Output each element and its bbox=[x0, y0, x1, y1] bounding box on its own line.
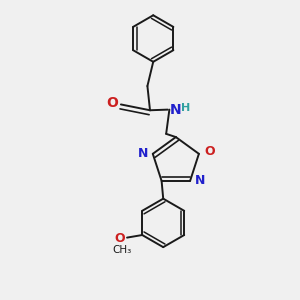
Text: N: N bbox=[195, 174, 205, 187]
Text: CH₃: CH₃ bbox=[112, 245, 131, 255]
Text: N: N bbox=[138, 147, 148, 160]
Text: O: O bbox=[115, 232, 125, 245]
Text: N: N bbox=[169, 103, 181, 117]
Text: O: O bbox=[204, 146, 215, 158]
Text: O: O bbox=[106, 96, 118, 110]
Text: H: H bbox=[181, 103, 190, 113]
